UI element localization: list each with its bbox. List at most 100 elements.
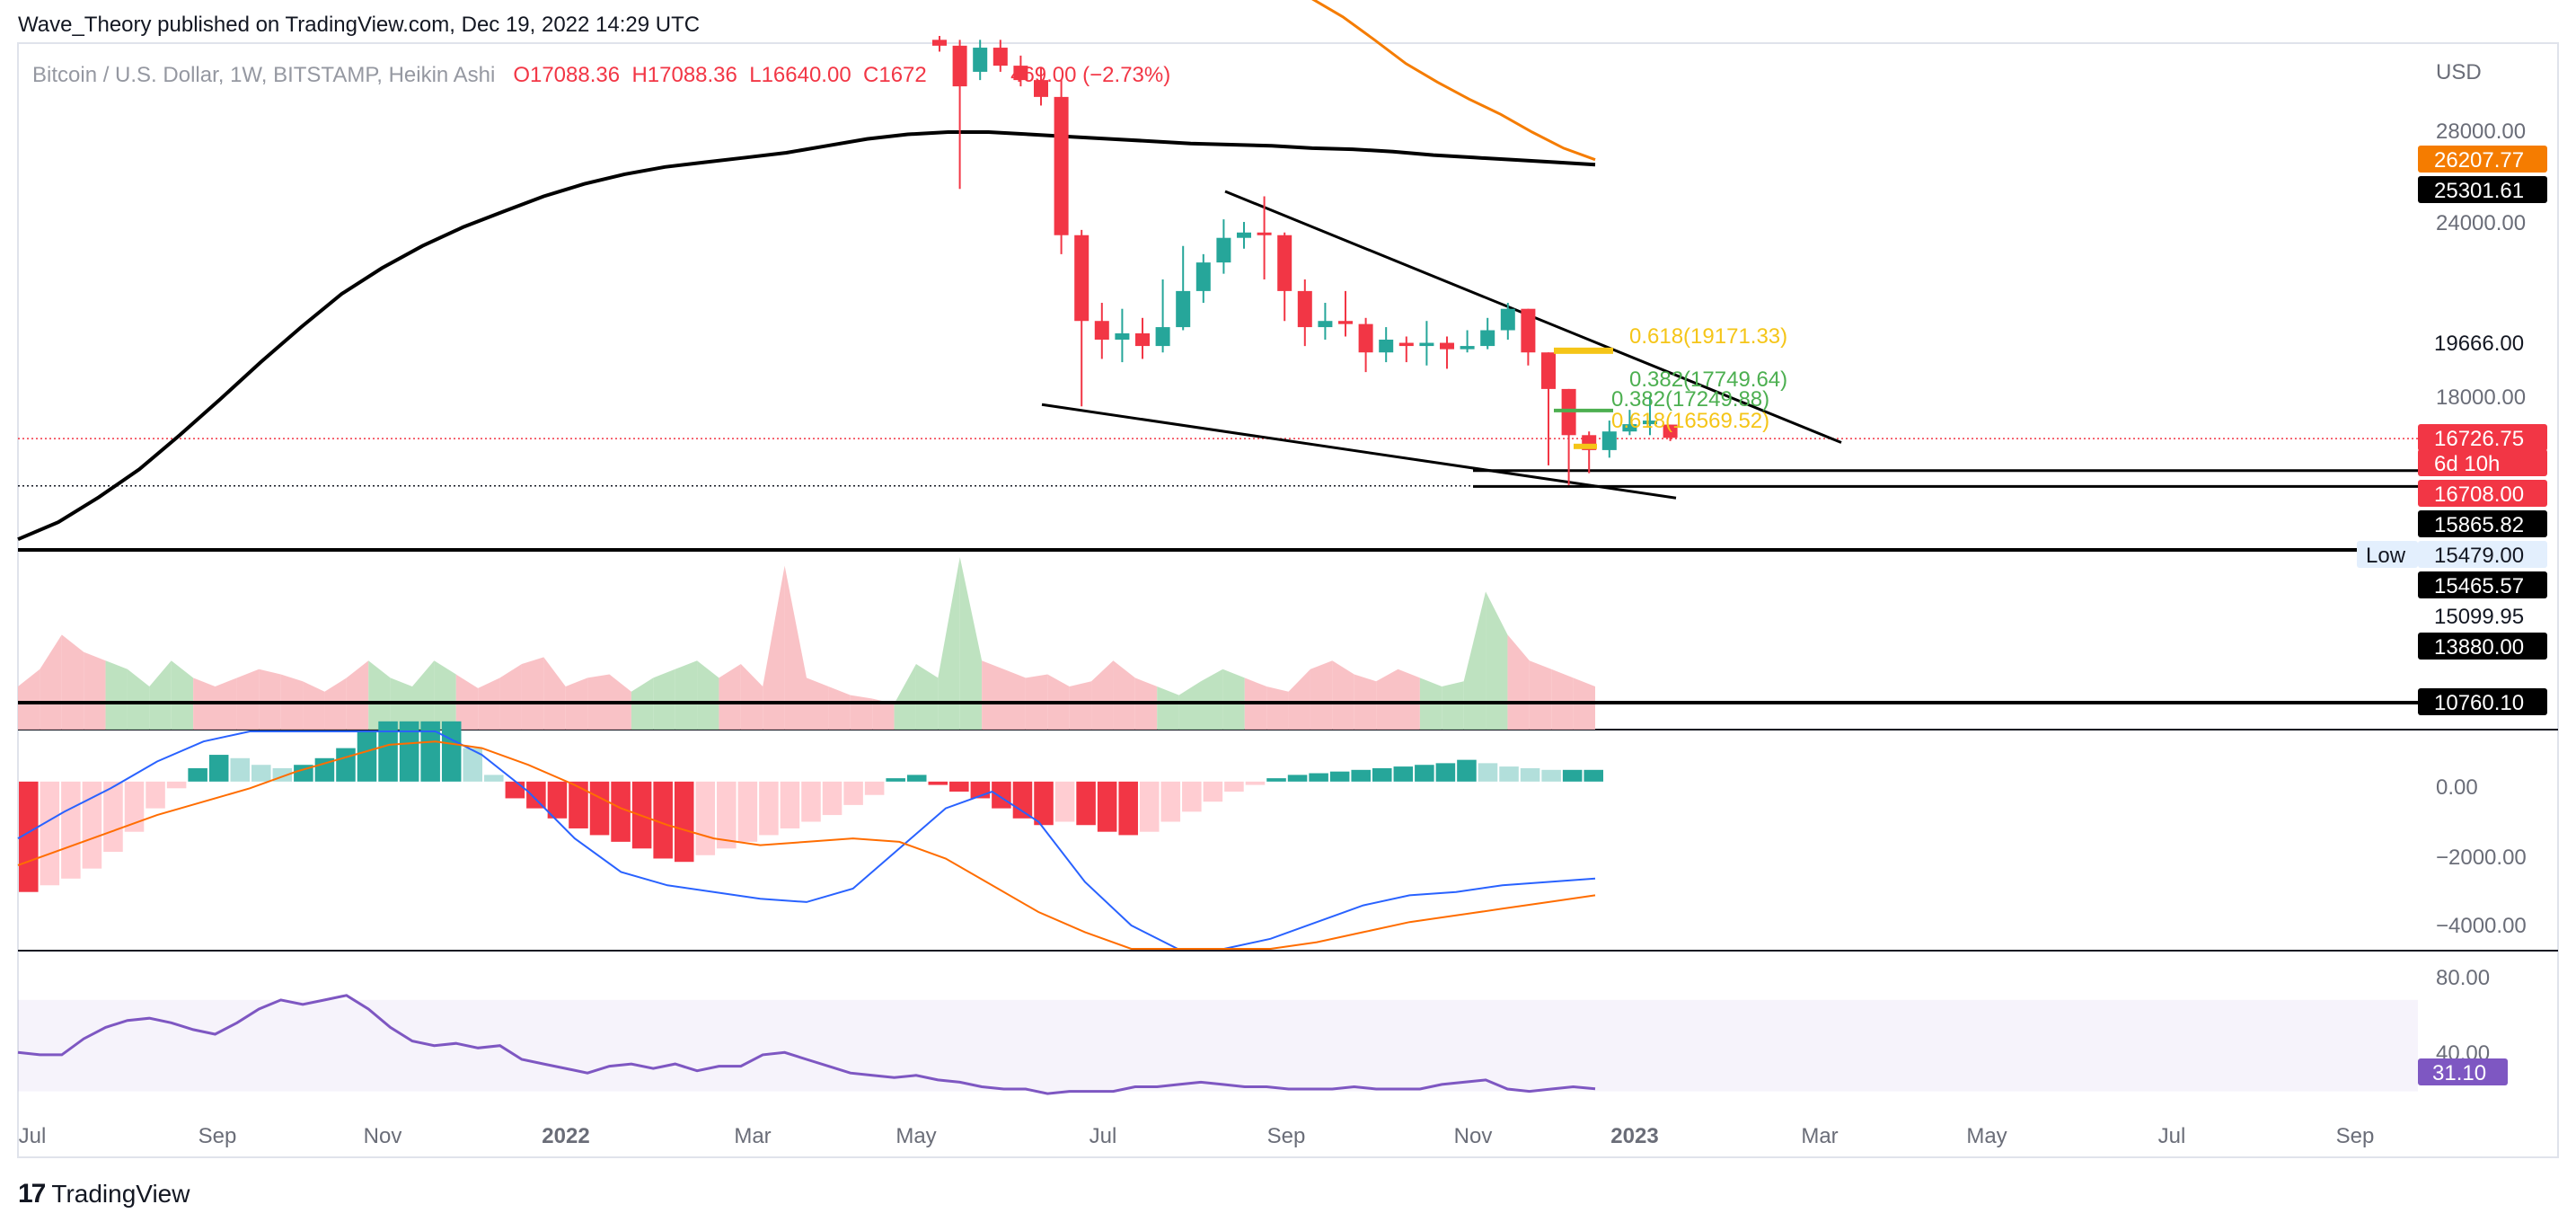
candle-body bbox=[1155, 327, 1170, 347]
candle-body bbox=[1176, 290, 1191, 328]
area-segment bbox=[1486, 591, 1508, 730]
candle-body bbox=[1013, 66, 1028, 81]
macd-histogram-bar bbox=[717, 781, 737, 849]
time-tick-label: Nov bbox=[1454, 1124, 1493, 1148]
area-segment bbox=[1091, 660, 1114, 730]
macd-histogram-bar bbox=[294, 765, 313, 782]
candle-body bbox=[1358, 323, 1373, 353]
symbol-legend: Bitcoin / U.S. Dollar, 1W, BITSTAMP, Hei… bbox=[32, 63, 1170, 88]
macd-tick-label: 0.00 bbox=[2436, 775, 2478, 800]
indicator-area-pane bbox=[18, 557, 2425, 730]
macd-histogram-bar bbox=[82, 781, 102, 869]
area-segment bbox=[412, 660, 435, 730]
price-pane: 0.618(19171.33) 0.382(17749.64)0.382(1724… bbox=[17, 0, 2425, 552]
area-segment bbox=[1551, 669, 1574, 730]
area-segment bbox=[521, 657, 544, 730]
area-segment bbox=[368, 660, 391, 730]
area-segment bbox=[303, 681, 325, 730]
candle-body bbox=[1663, 424, 1678, 438]
moving-average-black bbox=[17, 130, 1596, 542]
price-tag-label: 16708.00 bbox=[2434, 483, 2524, 507]
macd-histogram-bar bbox=[1478, 763, 1498, 782]
candle-body bbox=[1398, 342, 1414, 347]
candle-body bbox=[1521, 308, 1536, 353]
macd-histogram-bar bbox=[146, 781, 165, 809]
price-tag-prefix: Low bbox=[2366, 544, 2406, 568]
chart-border bbox=[17, 42, 2559, 1158]
fib-label: 0.618(16569.52) bbox=[1611, 409, 1769, 433]
price-axis: USD 28000.00 24000.00 18000.00 0.00 −2000.00… bbox=[2357, 60, 2547, 1085]
area-segment bbox=[697, 660, 719, 730]
macd-tick-label: −4000.00 bbox=[2436, 914, 2527, 938]
candle-body bbox=[1338, 321, 1353, 324]
candle-body bbox=[1094, 321, 1109, 341]
macd-line bbox=[17, 731, 1596, 950]
rsi-pane bbox=[17, 994, 2418, 1095]
macd-histogram-bar bbox=[1393, 766, 1414, 782]
area-segment bbox=[1463, 591, 1486, 730]
macd-histogram-bar bbox=[1160, 781, 1181, 822]
price-tag-label: 15479.00 bbox=[2434, 544, 2524, 568]
macd-histogram-bar bbox=[103, 781, 123, 853]
macd-histogram-bar bbox=[864, 781, 885, 795]
candle-body bbox=[1601, 431, 1617, 450]
fib-0618-lower-marker bbox=[1574, 443, 1597, 449]
macd-histogram-bar bbox=[1309, 773, 1328, 782]
price-tag-box bbox=[2418, 510, 2547, 537]
price-tag-label: 15465.57 bbox=[2434, 574, 2524, 598]
legend-open: O17088.36 bbox=[513, 63, 621, 87]
price-tag-label: 25301.61 bbox=[2434, 179, 2524, 203]
time-tick-label: Nov bbox=[364, 1124, 402, 1148]
price-tag-label: 26207.77 bbox=[2434, 148, 2524, 173]
candle-body bbox=[952, 45, 967, 87]
legend-close: C1672 bbox=[863, 63, 927, 87]
area-segment bbox=[1157, 686, 1179, 730]
macd-histogram-bar bbox=[674, 781, 694, 863]
fib-label: 0.382(17749.64) bbox=[1629, 367, 1787, 392]
area-segment bbox=[1442, 681, 1464, 730]
area-segment bbox=[434, 660, 456, 730]
macd-histogram-bar bbox=[1584, 769, 1603, 782]
area-segment bbox=[740, 664, 763, 730]
area-segment bbox=[1288, 669, 1310, 730]
macd-histogram-bar bbox=[166, 781, 187, 789]
price-tag-label: 13880.00 bbox=[2434, 635, 2524, 660]
candle-body bbox=[1541, 352, 1556, 389]
macd-histogram-bar bbox=[230, 757, 251, 782]
area-segment bbox=[915, 664, 939, 730]
area-segment bbox=[938, 557, 960, 730]
macd-histogram-bar bbox=[441, 721, 462, 782]
macd-histogram-bar bbox=[547, 781, 568, 819]
wedge-lower-trendline bbox=[1041, 403, 1677, 500]
candle-body bbox=[1054, 96, 1069, 235]
macd-histogram-bar bbox=[19, 781, 39, 892]
candle-body bbox=[1480, 330, 1495, 347]
area-segment bbox=[1201, 669, 1223, 730]
macd-histogram-bar bbox=[1562, 769, 1583, 782]
area-segment bbox=[719, 664, 741, 730]
rsi-value-label: 31.10 bbox=[2432, 1061, 2486, 1085]
candle-body bbox=[1034, 80, 1048, 97]
area-segment bbox=[259, 669, 281, 730]
macd-histogram-bar bbox=[208, 755, 229, 782]
candle-body bbox=[1115, 333, 1130, 341]
tradingview-logo[interactable]: 17 TradingView bbox=[18, 1179, 190, 1209]
macd-histogram-bar bbox=[484, 775, 504, 782]
time-tick-label: Jul bbox=[1090, 1124, 1117, 1148]
macd-histogram-bar bbox=[906, 775, 927, 782]
macd-histogram-bar bbox=[801, 781, 821, 822]
price-tag-prefix-box bbox=[2357, 541, 2418, 568]
macd-histogram-bar bbox=[357, 731, 377, 782]
macd-histogram-bar bbox=[589, 781, 610, 836]
area-segment bbox=[61, 634, 84, 730]
area-segment bbox=[959, 557, 983, 730]
price-tag-label: 15099.95 bbox=[2434, 605, 2524, 629]
macd-histogram-bar bbox=[611, 781, 631, 842]
macd-histogram-bar bbox=[188, 767, 207, 782]
time-tick-label: Sep bbox=[1267, 1124, 1306, 1148]
macd-histogram-bar bbox=[1203, 781, 1223, 802]
macd-histogram-bar bbox=[1520, 767, 1540, 782]
tradingview-wordmark: TradingView bbox=[51, 1180, 190, 1208]
macd-histogram-bar bbox=[1034, 781, 1054, 826]
